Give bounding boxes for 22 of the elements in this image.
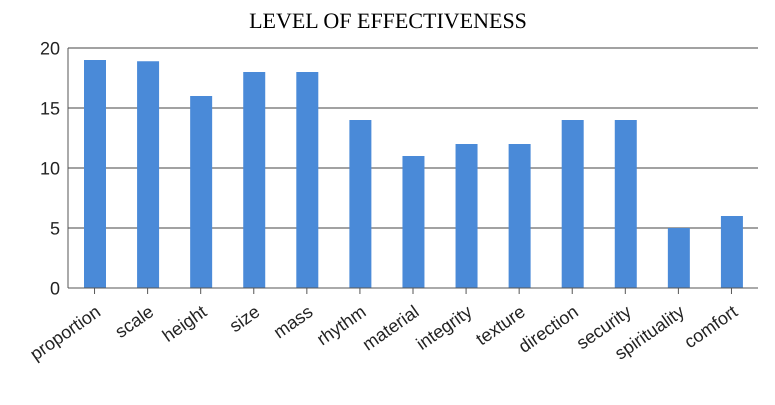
bar (614, 120, 637, 288)
bar (720, 216, 743, 288)
bar (562, 120, 584, 288)
bar (137, 61, 160, 288)
x-tick-label: mass (270, 301, 316, 342)
x-tick-label: scale (111, 301, 158, 342)
bar (508, 144, 531, 288)
bar (243, 72, 266, 288)
x-tick-label: size (226, 301, 264, 336)
y-tick-label: 5 (50, 218, 60, 238)
bar (84, 60, 106, 288)
chart-title: LEVEL OF EFFECTIVENESS (248, 8, 528, 34)
y-tick-label: 20 (40, 38, 60, 58)
bar (349, 120, 372, 288)
y-tick-label: 0 (50, 278, 60, 298)
y-tick-label: 15 (40, 98, 60, 118)
y-tick-label: 10 (40, 158, 60, 178)
bar (296, 72, 318, 288)
bar (402, 156, 424, 288)
bar (190, 96, 212, 288)
bar (456, 144, 478, 288)
bar (668, 228, 690, 288)
